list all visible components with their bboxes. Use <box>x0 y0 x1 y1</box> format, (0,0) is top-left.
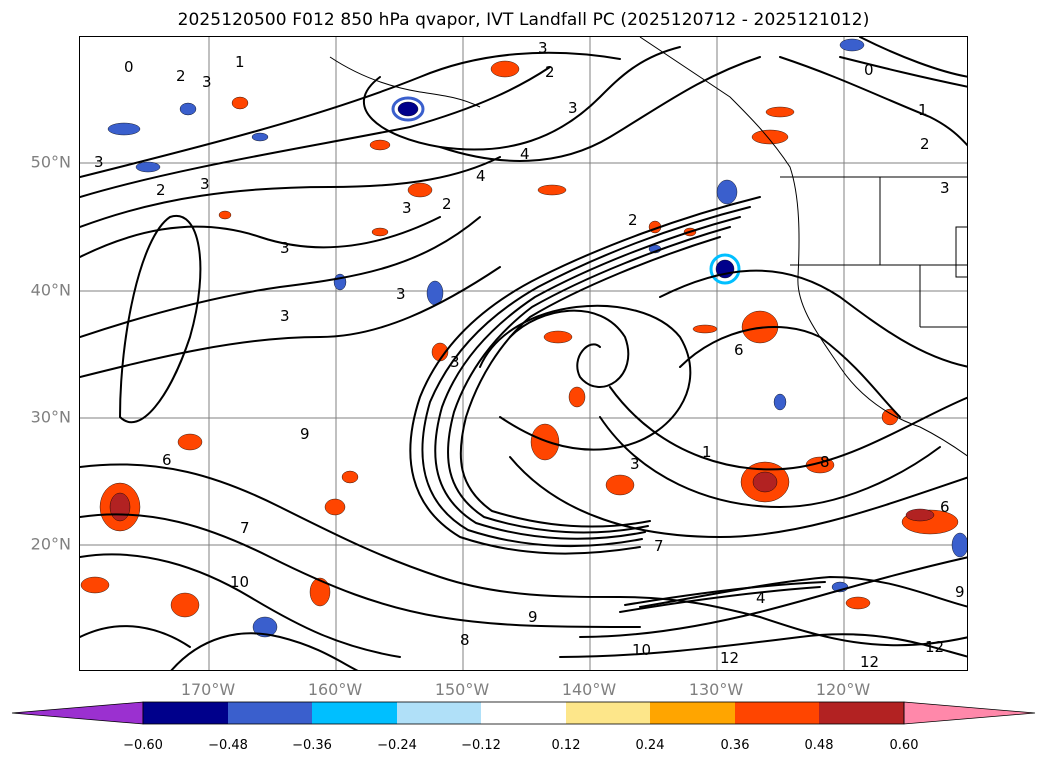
colorbar-tick: −0.36 <box>292 738 332 753</box>
contour-label: 2 <box>628 211 638 229</box>
contour-label: 12 <box>860 653 879 671</box>
contour-label: 3 <box>630 455 640 473</box>
contour-label: 1 <box>235 53 245 71</box>
contour-label: 6 <box>940 498 950 516</box>
map-canvas: 0 2 3 3 2 1 2 3 4 3 2 4 3 3 3 2 3 3 6 6 … <box>80 37 967 671</box>
lon-label-170w: 170°W <box>180 680 236 699</box>
contour-label: 3 <box>450 353 460 371</box>
contour-label: 3 <box>200 175 210 193</box>
contour-label: 3 <box>940 179 950 197</box>
colorbar-segment <box>819 702 904 724</box>
contour-label: 7 <box>240 519 250 537</box>
colorbar-overflow <box>903 701 1036 725</box>
contour-label: 2 <box>545 63 555 81</box>
lon-label-160w: 160°W <box>307 680 363 699</box>
map-title: 2025120500 F012 850 hPa qvapor, IVT Land… <box>177 10 870 30</box>
colorbar-segment <box>566 702 650 724</box>
colorbar-segment <box>228 702 312 724</box>
contour-label: 1 <box>918 101 928 119</box>
lat-label-30n: 30°N <box>30 407 71 427</box>
contour-label: 3 <box>202 73 212 91</box>
colorbar-tick: 0.48 <box>804 738 834 753</box>
map-panel: 0 2 3 3 2 1 2 3 4 3 2 4 3 3 3 2 3 3 6 6 … <box>79 36 968 671</box>
contour-label: 8 <box>460 631 470 649</box>
contour-label: 12 <box>720 649 739 667</box>
qvapor-shading <box>80 38 967 638</box>
lat-label-40n: 40°N <box>30 280 71 300</box>
ivt-contours <box>80 37 967 670</box>
colorbar-tick: −0.48 <box>208 738 248 753</box>
contour-label: 2 <box>442 195 452 213</box>
contour-label: 4 <box>476 167 486 185</box>
contour-label: 0 <box>864 61 874 79</box>
colorbar-tick: −0.24 <box>377 738 417 753</box>
contour-label: 3 <box>402 199 412 217</box>
colorbar-segment <box>397 702 481 724</box>
colorbar-tick: 0.12 <box>551 738 581 753</box>
colorbar-segment <box>481 702 566 724</box>
contour-label: 6 <box>734 341 744 359</box>
contour-label: 2 <box>920 135 930 153</box>
contour-label: 8 <box>820 453 830 471</box>
contour-labels: 0 2 3 3 2 1 2 3 4 3 2 4 3 3 3 2 3 3 6 6 … <box>94 39 965 671</box>
lat-label-50n: 50°N <box>30 152 71 172</box>
lon-label-120w: 120°W <box>815 680 871 699</box>
contour-label: 2 <box>176 67 186 85</box>
contour-label: 9 <box>300 425 310 443</box>
contour-label: 7 <box>654 537 664 555</box>
lon-label-140w: 140°W <box>561 680 617 699</box>
colorbar-tick: −0.12 <box>461 738 501 753</box>
colorbar <box>11 701 1036 725</box>
colorbar-outline <box>142 701 905 725</box>
contour-label: 3 <box>538 39 548 57</box>
lon-label-150w: 150°W <box>434 680 490 699</box>
contour-label: 2 <box>156 181 166 199</box>
contour-label: 6 <box>162 451 172 469</box>
contour-label: 0 <box>124 58 134 76</box>
contour-label: 4 <box>756 589 766 607</box>
colorbar-underflow <box>11 701 144 725</box>
colorbar-segment <box>735 702 819 724</box>
contour-label: 12 <box>925 638 944 656</box>
colorbar-segment <box>143 702 228 724</box>
contour-label: 3 <box>280 239 290 257</box>
lon-label-130w: 130°W <box>688 680 744 699</box>
colorbar-tick: 0.60 <box>889 738 919 753</box>
contour-label: 10 <box>632 641 651 659</box>
colorbar-tick: 0.24 <box>635 738 665 753</box>
colorbar-tick: 0.36 <box>720 738 750 753</box>
contour-label: 1 <box>702 443 712 461</box>
contour-label: 4 <box>520 145 530 163</box>
contour-label: 3 <box>568 99 578 117</box>
contour-label: 3 <box>94 153 104 171</box>
contour-label: 10 <box>230 573 249 591</box>
colorbar-tick: −0.60 <box>123 738 163 753</box>
contour-label: 3 <box>396 285 406 303</box>
graticule <box>80 37 967 670</box>
coastline <box>329 37 967 457</box>
lat-label-20n: 20°N <box>30 534 71 554</box>
colorbar-segment <box>312 702 397 724</box>
contour-label: 9 <box>955 583 965 601</box>
contour-label: 9 <box>528 608 538 626</box>
colorbar-segment <box>650 702 735 724</box>
contour-label: 3 <box>280 307 290 325</box>
